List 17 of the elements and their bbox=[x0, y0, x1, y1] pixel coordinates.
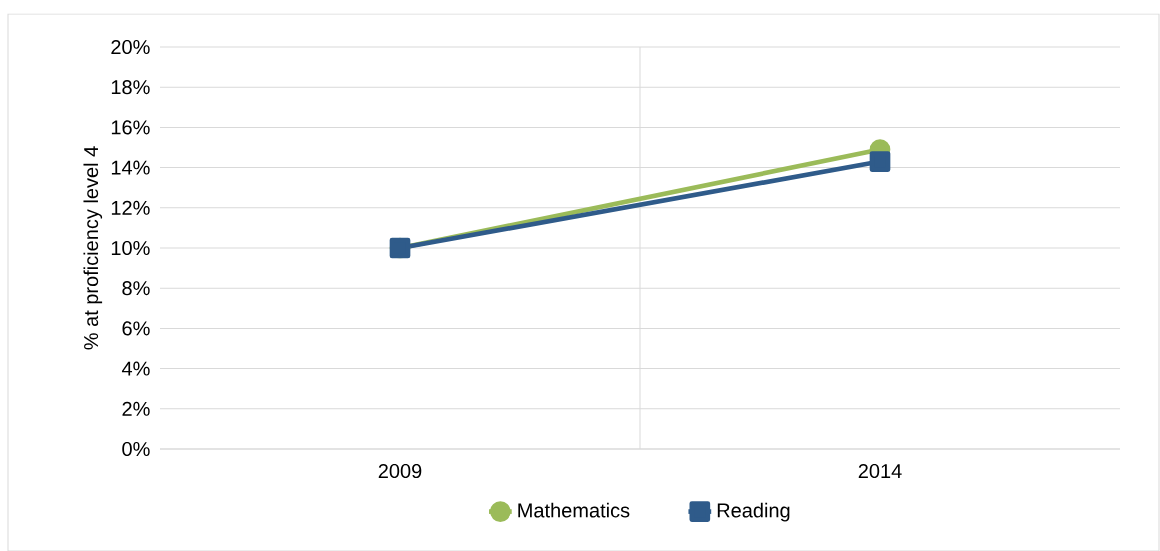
y-tick-label: 0% bbox=[122, 441, 150, 457]
y-tick-label: 20% bbox=[111, 39, 150, 55]
point bbox=[869, 151, 891, 172]
x-tick-label: 2014 bbox=[858, 463, 902, 479]
y-tick-label: 2% bbox=[122, 401, 150, 416]
y-tick-label: 10% bbox=[111, 240, 150, 256]
y-tick-label: 6% bbox=[122, 321, 150, 336]
y-tick-label: 12% bbox=[111, 200, 150, 215]
y-tick-label: 18% bbox=[111, 80, 150, 95]
y-axis-title: % at proficiency level 4 bbox=[83, 146, 103, 350]
x-tick-label: 2009 bbox=[378, 463, 422, 479]
y-tick-label: 16% bbox=[111, 120, 150, 135]
legend-label: Mathematics bbox=[518, 502, 630, 518]
y-tick-label: 14% bbox=[111, 160, 150, 175]
legend-label: Reading bbox=[717, 502, 790, 522]
y-tick-label: 8% bbox=[122, 281, 150, 296]
y-tick-label: 4% bbox=[121, 361, 150, 376]
